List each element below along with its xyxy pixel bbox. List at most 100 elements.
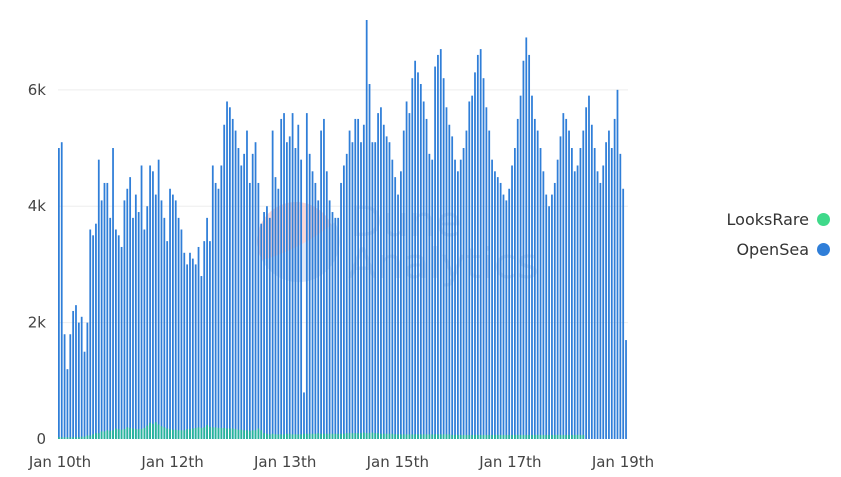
bar-looksrare <box>157 424 160 439</box>
bar-opensea <box>200 276 203 439</box>
bar-opensea <box>266 206 268 439</box>
bar-looksrare <box>442 434 445 439</box>
bar-looksrare <box>397 434 399 439</box>
bar-looksrare <box>553 434 556 439</box>
legend-dot-opensea <box>817 242 830 256</box>
bar-opensea <box>382 124 385 439</box>
bar-looksrare <box>197 427 200 439</box>
bar-looksrare <box>217 427 220 439</box>
bar-looksrare <box>451 434 454 439</box>
bar-opensea <box>237 148 240 439</box>
bar-opensea <box>602 165 605 439</box>
bar-looksrare <box>474 434 476 439</box>
bar-opensea <box>588 95 590 440</box>
bar-looksrare <box>305 433 308 439</box>
bar-looksrare <box>183 430 186 439</box>
bar-opensea <box>226 101 228 439</box>
bar-looksrare <box>348 433 351 439</box>
legend-item-opensea[interactable]: OpenSea <box>690 234 830 264</box>
bar-looksrare <box>391 433 394 439</box>
bar-opensea <box>479 49 482 439</box>
bar-looksrare <box>314 433 317 439</box>
bar-opensea <box>257 182 260 439</box>
bar-looksrare <box>562 434 565 439</box>
bar-opensea <box>331 212 334 439</box>
bar-opensea <box>536 130 539 439</box>
bar-opensea <box>189 252 191 439</box>
bar-looksrare <box>579 434 582 439</box>
bar-opensea <box>320 130 322 439</box>
bar-looksrare <box>362 432 365 439</box>
bar-looksrare <box>69 437 72 439</box>
bar-looksrare <box>519 434 522 439</box>
bar-opensea <box>345 153 348 439</box>
bar-opensea <box>72 310 75 439</box>
bar-looksrare <box>516 434 519 439</box>
bar-opensea <box>377 113 379 439</box>
bar-opensea <box>533 118 536 440</box>
bar-opensea <box>616 89 619 439</box>
bar-opensea <box>314 182 317 439</box>
bar-opensea <box>246 130 248 439</box>
bar-opensea <box>177 217 180 439</box>
bar-opensea <box>234 130 237 439</box>
bar-looksrare <box>448 434 451 439</box>
bar-looksrare <box>439 434 442 439</box>
bar-opensea <box>402 130 405 439</box>
bar-opensea <box>100 200 103 439</box>
x-tick-label: Jan 17th <box>478 453 541 471</box>
bar-opensea <box>374 142 377 440</box>
legend-item-looksrare[interactable]: LooksRare <box>690 204 830 234</box>
bar-looksrare <box>457 434 459 439</box>
bar-opensea <box>260 223 263 439</box>
bar-looksrare <box>291 434 294 439</box>
bar-opensea <box>351 142 354 440</box>
bar-opensea <box>571 148 573 439</box>
bar-looksrare <box>97 433 100 439</box>
bar-looksrare <box>288 433 291 439</box>
bar-opensea <box>431 159 434 439</box>
bar-looksrare <box>106 430 109 439</box>
bar-opensea <box>439 49 442 439</box>
bar-looksrare <box>408 434 411 439</box>
bar-opensea <box>414 60 417 439</box>
bar-opensea <box>297 124 300 439</box>
bar-looksrare <box>402 434 405 439</box>
bar-opensea <box>209 241 211 439</box>
bar-opensea <box>97 159 100 439</box>
bar-looksrare <box>505 434 508 439</box>
bar-opensea <box>251 153 254 439</box>
bar-looksrare <box>331 433 334 439</box>
bar-looksrare <box>374 433 377 439</box>
bar-looksrare <box>234 429 237 439</box>
bar-opensea <box>75 305 77 439</box>
bar-opensea <box>451 136 454 439</box>
bar-opensea <box>365 20 368 439</box>
bar-opensea <box>305 113 308 439</box>
bar-looksrare <box>471 434 474 439</box>
bar-looksrare <box>565 434 568 439</box>
bar-opensea <box>243 153 246 439</box>
bar-opensea <box>274 177 277 439</box>
bar-looksrare <box>343 433 345 439</box>
bar-looksrare <box>180 430 183 439</box>
bar-looksrare <box>129 427 132 439</box>
bar-opensea <box>77 322 80 439</box>
bar-looksrare <box>257 428 260 439</box>
bar-looksrare <box>174 429 177 439</box>
bar-looksrare <box>417 434 419 439</box>
bar-opensea <box>428 153 431 439</box>
bar-looksrare <box>72 437 75 439</box>
bar-opensea <box>280 118 283 440</box>
bar-looksrare <box>271 433 274 439</box>
bar-opensea <box>508 188 511 439</box>
bar-looksrare <box>514 434 516 439</box>
legend-label-looksrare: LooksRare <box>726 209 809 229</box>
bar-opensea <box>254 142 257 440</box>
bar-looksrare <box>317 433 320 439</box>
bar-opensea <box>380 107 382 440</box>
bar-opensea <box>263 212 265 439</box>
bar-opensea <box>126 188 129 439</box>
bar-looksrare <box>323 433 325 439</box>
bar-opensea <box>163 217 166 439</box>
